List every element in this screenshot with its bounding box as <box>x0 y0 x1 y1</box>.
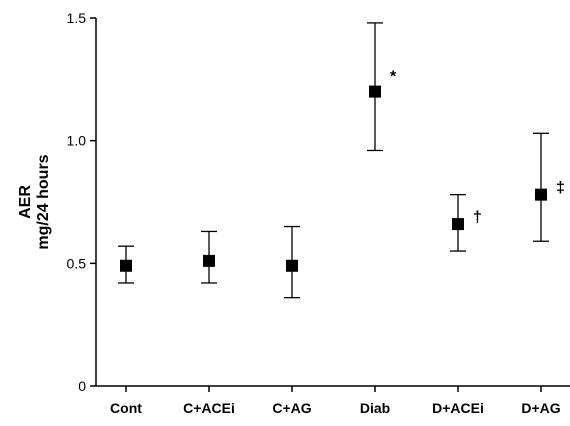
y-axis-label-line2: mg/24 hours <box>35 154 52 249</box>
data-point <box>203 254 215 267</box>
x-tick-label: Cont <box>110 400 142 416</box>
x-tick-label: C+ACEi <box>183 400 235 416</box>
y-ticks: 0 0.5 1.0 1.5 <box>67 10 96 394</box>
y-tick-label: 1.0 <box>67 133 87 149</box>
x-tick-label: C+AG <box>272 400 311 416</box>
axes <box>95 18 570 387</box>
data-point <box>535 188 547 201</box>
y-tick-label: 0 <box>78 378 86 394</box>
x-tick-label: D+AG <box>521 400 560 416</box>
y-tick-label: 1.5 <box>67 10 87 26</box>
x-tick-label: D+ACEi <box>432 400 484 416</box>
y-tick-label: 0.5 <box>67 255 87 271</box>
markers <box>120 85 547 272</box>
y-axis-label-line1: AER <box>17 185 34 219</box>
annotations: * † ‡ <box>390 69 565 226</box>
error-bars <box>118 22 549 299</box>
data-point <box>286 259 298 272</box>
significance-annotation: ‡ <box>556 180 565 197</box>
significance-annotation: † <box>473 209 482 226</box>
data-point <box>452 218 464 231</box>
data-point <box>369 85 381 98</box>
significance-annotation: * <box>390 69 397 86</box>
x-ticks: Cont C+ACEi C+AG Diab D+ACEi D+AG <box>110 386 561 416</box>
x-tick-label: Diab <box>360 400 390 416</box>
data-point <box>120 259 132 272</box>
